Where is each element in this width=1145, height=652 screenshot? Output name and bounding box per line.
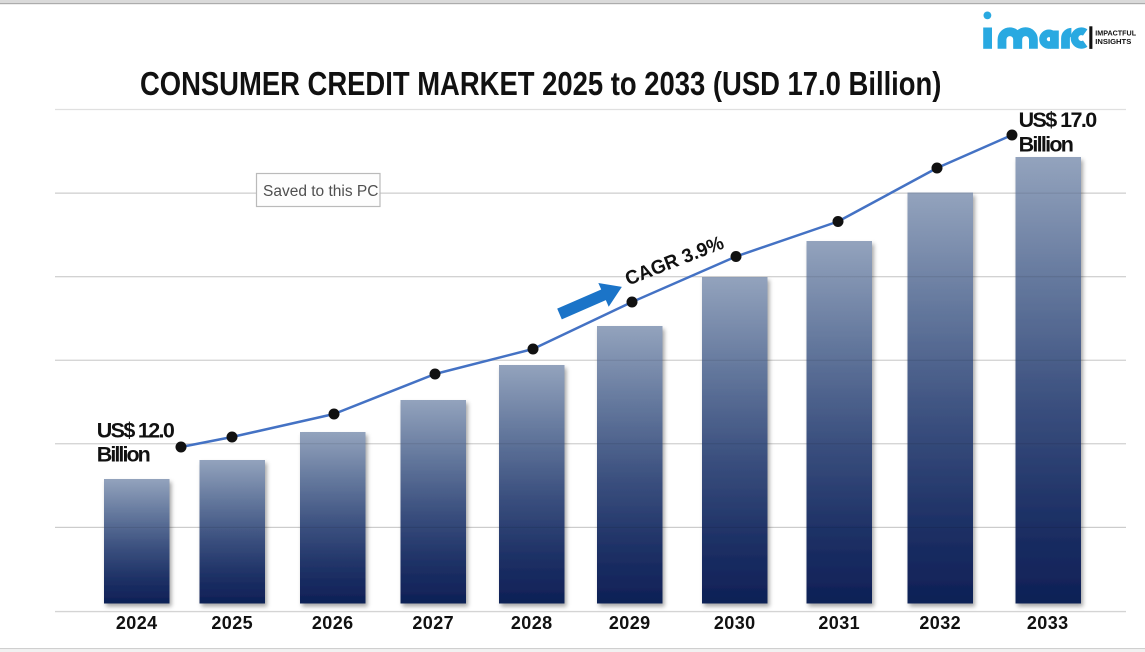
svg-text:2031: 2031: [818, 613, 859, 633]
svg-text:2025: 2025: [211, 613, 252, 633]
svg-text:US$ 17.0: US$ 17.0: [1019, 108, 1098, 132]
svg-text:2029: 2029: [609, 613, 650, 633]
svg-text:2024: 2024: [116, 613, 157, 633]
svg-text:US$ 12.0: US$ 12.0: [97, 418, 175, 442]
svg-text:2026: 2026: [312, 613, 353, 633]
svg-text:Billion: Billion: [97, 443, 151, 467]
svg-text:2033: 2033: [1027, 613, 1068, 633]
svg-text:INSIGHTS: INSIGHTS: [1095, 37, 1131, 46]
svg-text:IMPACTFUL: IMPACTFUL: [1095, 28, 1136, 37]
svg-text:2030: 2030: [714, 613, 755, 633]
svg-text:2028: 2028: [511, 613, 552, 633]
svg-text:2027: 2027: [412, 613, 453, 633]
svg-text:CONSUMER CREDIT MARKET 2025 to: CONSUMER CREDIT MARKET 2025 to 2033 (USD…: [140, 65, 942, 102]
svg-text:Billion: Billion: [1019, 132, 1074, 156]
svg-text:Saved to this PC: Saved to this PC: [263, 183, 378, 200]
svg-text:2032: 2032: [919, 613, 960, 633]
